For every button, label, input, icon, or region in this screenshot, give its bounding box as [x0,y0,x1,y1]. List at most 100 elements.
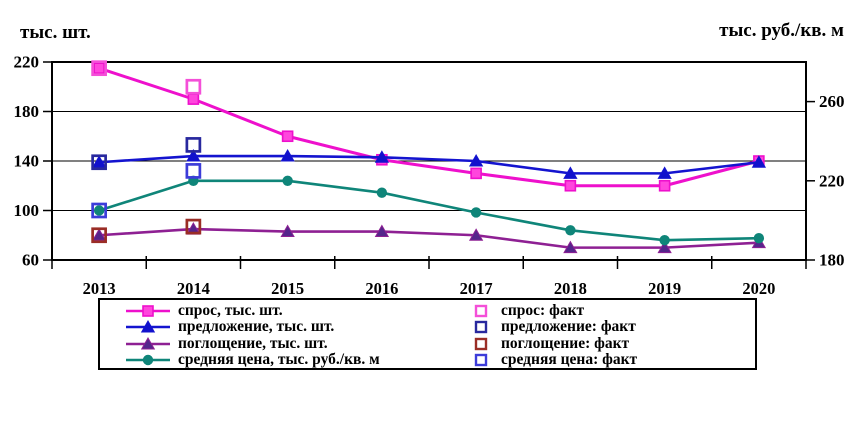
right-axis-title: тыс. руб./кв. м [719,20,844,41]
series-1-marker [186,149,201,162]
series-2-marker [280,224,295,238]
fact-0-marker [185,78,202,95]
fact-2-marker [91,227,107,244]
legend-swatch-graphic [126,305,170,317]
predlozhenie-line-swatch [125,320,171,334]
series-line-1 [97,154,761,175]
legend-swatch-graphic [126,336,170,350]
legend-fact-square [474,337,488,350]
series-0-marker [658,179,671,192]
legend-swatch-graphic [126,320,170,333]
series-0-marker [564,179,577,192]
legend-item-spros-fakt: спрос: факт [474,303,755,319]
legend-label-predlozhenie: предложение, тыс. шт. [178,318,335,336]
x-axis-year-label: 2013 [83,279,116,298]
series-line-3 [97,179,761,242]
series-1-marker [280,149,295,162]
series-3-marker [93,205,105,216]
legend-fact-square [474,304,488,318]
pogloshchenie-fakt-square-swatch [474,337,488,351]
legend-item-srednyaya-tsena-fakt: средняя цена: факт [474,350,755,368]
series-1-marker [563,166,578,179]
series-0-marker [470,167,482,180]
spros-line-swatch [125,304,171,318]
legend-swatch-marker [140,336,156,350]
legend: спрос, тыс. шт. предложение, тыс. шт. по… [98,298,757,370]
legend-label-pogloshchenie-fakt: поглощение: факт [501,334,630,352]
legend-item-predlozhenie: предложение, тыс. шт. [125,319,472,335]
series-3-marker [470,207,482,218]
legend-item-srednyaya-tsena: средняя цена, тыс. руб./кв. м [125,350,472,368]
legend-fact-square [474,321,488,334]
series-3-marker [282,175,293,187]
left-axis-tick-label: 180 [14,102,40,121]
legend-swatch-marker [140,320,156,333]
x-axis-year-label: 2017 [460,279,493,298]
right-axis-tick-label: 220 [819,171,845,190]
series-0-marker [93,62,105,74]
x-axis-year-label: 2020 [742,279,775,298]
legend-label-predlozhenie-fakt: предложение: факт [501,318,636,336]
legend-item-predlozhenie-fakt: предложение: факт [474,319,755,335]
left-axis-tick-label: 220 [14,53,40,72]
srednyaya-tsena-fakt-square-swatch [474,353,488,367]
series-1-marker [374,150,390,163]
legend-item-spros: спрос, тыс. шт. [125,303,472,319]
legend-fact-square [474,353,488,367]
fact-1-marker [185,137,202,153]
fact-3-marker [185,163,202,179]
right-axis-tick-label: 180 [819,251,845,270]
fact-0-marker [91,60,107,77]
legend-fact-column: спрос: факт предложение: факт поглощение… [472,303,755,368]
series-0-marker [281,130,294,143]
legend-swatch-marker [142,305,154,317]
series-2-marker [91,228,107,241]
legend-swatch-graphic [126,354,170,366]
series-3-marker [659,235,670,246]
series-3-marker [376,187,388,198]
fact-3-marker [91,202,107,219]
series-1-marker [657,166,672,179]
spros-fakt-square-swatch [474,304,488,318]
legend-label-pogloshchenie: поглощение, тыс. шт. [178,334,328,352]
x-axis-year-label: 2018 [554,279,587,298]
series-3-marker [565,225,576,236]
series-0-marker [187,93,200,105]
legend-label-srednyaya-tsena-fakt: средняя цена: факт [501,350,638,368]
series-1-marker [468,153,484,167]
fact-1-marker [91,154,107,171]
pogloshchenie-line-swatch [125,336,171,351]
series-2-marker [374,224,390,238]
x-axis-year-label: 2014 [177,279,210,298]
legend-label-spros: спрос, тыс. шт. [178,302,283,320]
series-1-marker [91,155,107,168]
series-line-2 [97,227,761,249]
right-axis-tick-label: 260 [819,92,845,111]
legend-label-spros-fakt: спрос: факт [501,302,585,320]
legend-series-column: спрос, тыс. шт. предложение, тыс. шт. по… [100,303,472,368]
legend-fact-swatch-graphic [474,337,488,350]
series-2-marker [657,240,672,254]
series-1-marker [751,155,767,168]
legend-fact-swatch-graphic [474,353,488,367]
left-axis-tick-label: 100 [14,201,40,220]
legend-item-pogloshchenie-fakt: поглощение: факт [474,334,755,352]
legend-label-srednyaya-tsena: средняя цена, тыс. руб./кв. м [178,350,380,368]
series-line-0 [97,66,761,188]
legend-item-pogloshchenie: поглощение, тыс. шт. [125,334,472,352]
series-2-marker [468,228,484,241]
left-axis-title: тыс. шт. [20,22,91,43]
plot-area: 220 180 140 100 60 260 220 180 2013 2014 2015 2016 2… [14,53,845,299]
legend-fact-swatch-graphic [474,304,488,318]
predlozhenie-fakt-square-swatch [474,320,488,334]
series-3-marker [753,233,765,244]
srednyaya-tsena-line-swatch [125,353,171,367]
legend-fact-swatch-graphic [474,321,488,334]
fact-2-marker [185,218,202,235]
left-axis-tick-label: 140 [14,152,40,171]
legend-swatch-marker [142,354,154,366]
x-axis-year-label: 2016 [365,279,398,298]
left-axis-tick-label: 60 [22,251,39,270]
x-axis-year-label: 2019 [648,279,681,298]
